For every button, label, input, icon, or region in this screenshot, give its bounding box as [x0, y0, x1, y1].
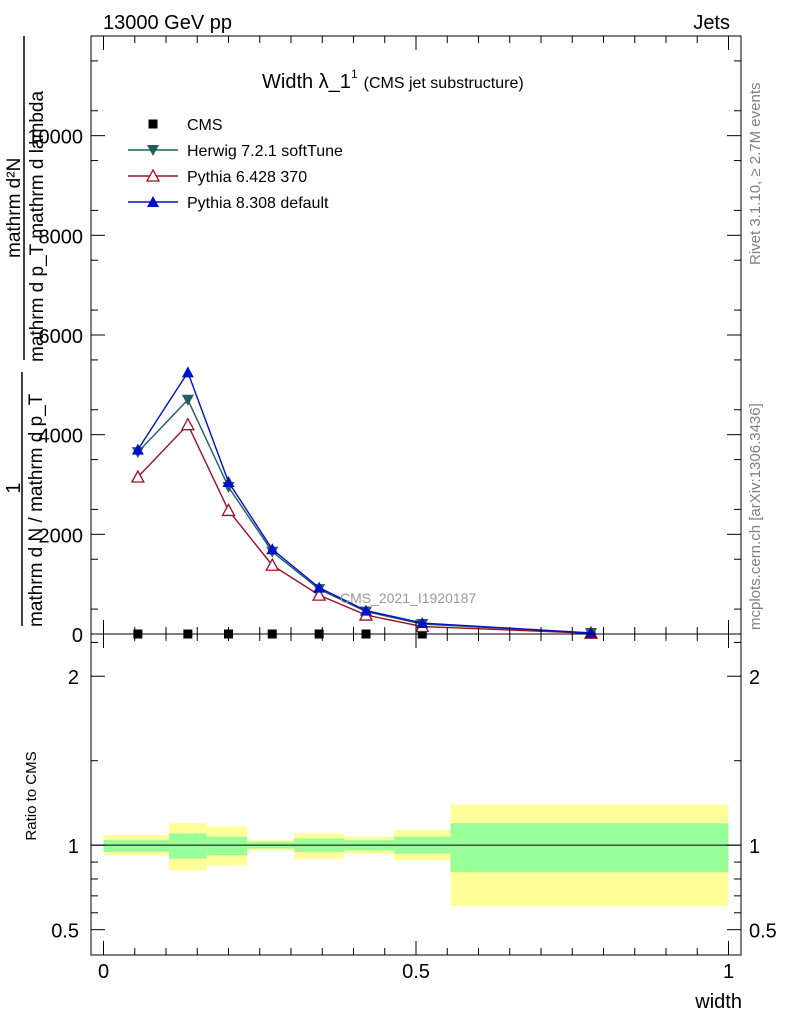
legend-item-herwig-7-2-1-softtune: Herwig 7.2.1 softTune: [128, 143, 343, 160]
data-point-pythia-8-308-default: [181, 366, 194, 378]
plot-title-sup: 1: [351, 67, 358, 81]
y-label-prefix-numerator: 1: [3, 482, 25, 493]
y-label-numerator: mathrm d²N: [4, 158, 25, 258]
series-line-pythia-8-308-default: [137, 370, 592, 634]
header-process: Jets: [693, 12, 730, 34]
legend-item-pythia-6-428-370: Pythia 6.428 370: [128, 168, 307, 186]
y-tick-label: 10000: [27, 127, 83, 149]
legend: CMS Herwig 7.2.1 softTune Pythia 6.428 370…: [128, 117, 343, 212]
legend-marker: [148, 119, 158, 129]
data-point-pythia-8-308-default: [416, 617, 429, 629]
plot-title-main: Width λ_1: [262, 71, 351, 93]
legend-label: Pythia 6.428 370: [187, 169, 307, 186]
data-point-pythia-8-308-default: [222, 476, 235, 488]
series-line-herwig-7-2-1-softtune: [137, 398, 592, 634]
data-point-pythia-8-308-default: [131, 443, 144, 455]
legend-marker: [147, 145, 159, 156]
ratio-plot-frame: [90, 633, 742, 956]
data-point-pythia-6-428-370: [312, 587, 327, 601]
mcplots-label: mcplots.cern.ch [arXiv:1306.3436]: [747, 403, 764, 630]
y-axis-label-ratio: Ratio to CMS: [23, 751, 40, 840]
data-point-pythia-6-428-370: [130, 469, 145, 483]
ratio-y-tick-label-right: 0.5: [749, 921, 777, 943]
legend-label: Pythia 8.308 default: [187, 195, 329, 212]
legend-label: CMS: [187, 117, 223, 134]
legend-item-pythia-8-308-default: Pythia 8.308 default: [128, 195, 329, 212]
ratio-y-tick-label: 2: [68, 667, 79, 689]
data-point-pythia-8-308-default: [313, 581, 326, 593]
legend-label: Herwig 7.2.1 softTune: [187, 143, 343, 160]
plot-title-suffix: (CMS jet substructure): [364, 75, 524, 92]
ratio-band-inner: [450, 823, 729, 873]
x-axis-label: width: [694, 991, 742, 1013]
data-point-pythia-8-308-default: [585, 627, 597, 639]
plot-title: Width λ_11 (CMS jet substructure): [262, 67, 524, 93]
ratio-y-tick-label-right: 2: [749, 667, 760, 689]
y-label-prefix-denominator: mathrm d N / mathrm d p_T: [26, 393, 47, 627]
ratio-band-inner: [169, 833, 207, 859]
ratio-y-tick-label: 0.5: [51, 921, 79, 943]
x-tick-label: 1: [723, 961, 734, 983]
data-point-pythia-8-308-default: [266, 543, 279, 555]
y-label-denominator: mathrm d p_T mathrm d lambda: [27, 91, 48, 362]
y-tick-label: 6000: [39, 326, 84, 348]
y-tick-label: 0: [72, 625, 83, 647]
y-axis-label-main: 1 mathrm d N / mathrm d p_T mathrm d²N m…: [3, 36, 48, 627]
legend-item-cms: CMS: [148, 117, 223, 134]
header-energy: 13000 GeV pp: [103, 12, 232, 34]
data-point-pythia-6-428-370: [180, 417, 195, 431]
data-point-pythia-6-428-370: [265, 557, 280, 571]
data-point-pythia-6-428-370: [221, 503, 236, 517]
ratio-band-inner: [206, 836, 248, 856]
y-tick-label: 4000: [39, 426, 84, 448]
legend-marker: [145, 168, 161, 182]
series-line-pythia-6-428-370: [137, 423, 592, 634]
y-tick-label: 2000: [39, 525, 84, 547]
ratio-band-inner: [103, 840, 170, 852]
x-tick-label: 0.5: [402, 961, 430, 983]
ratio-y-tick-label-right: 1: [749, 836, 760, 858]
x-tick-label: 0: [98, 961, 109, 983]
ratio-y-tick-label: 1: [68, 836, 79, 858]
data-point-pythia-8-308-default: [360, 604, 372, 616]
legend-marker: [147, 196, 159, 207]
data-point-herwig-7-2-1-softtune: [181, 394, 194, 406]
y-tick-label: 8000: [39, 226, 84, 248]
watermark: CMS_2021_I1920187: [340, 590, 476, 606]
rivet-label: Rivet 3.1.10, ≥ 2.7M events: [747, 83, 764, 266]
